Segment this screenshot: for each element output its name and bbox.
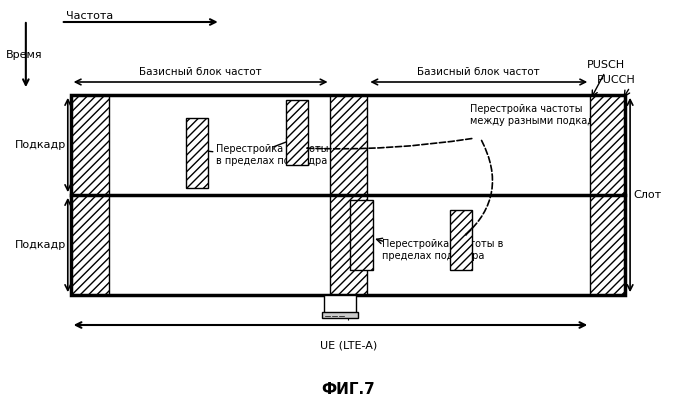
Bar [285, 100, 309, 165]
FancyArrowPatch shape [466, 140, 493, 235]
Text: Перестройка частоты
в пределах подкадра: Перестройка частоты в пределах подкадра [216, 144, 328, 166]
Bar [350, 200, 373, 270]
Text: Подкадр: Подкадр [15, 140, 66, 150]
Text: Время: Время [6, 50, 43, 60]
Text: Слот: Слот [633, 190, 661, 200]
Bar [322, 312, 359, 318]
Text: Базисный блок частот: Базисный блок частот [417, 67, 540, 77]
Text: Подкадр: Подкадр [15, 240, 66, 250]
Text: Базисный блок частот: Базисный блок частот [140, 67, 262, 77]
Bar [186, 118, 207, 188]
Bar [325, 295, 357, 313]
Bar [330, 95, 367, 295]
Bar [70, 95, 109, 295]
Text: ФИГ.7: ФИГ.7 [322, 383, 376, 397]
Text: Частота: Частота [66, 11, 113, 21]
FancyArrowPatch shape [307, 138, 473, 149]
Text: Перестройка частоты
между разными подкадрами: Перестройка частоты между разными подкад… [470, 104, 621, 126]
Text: UE (LTE-A): UE (LTE-A) [320, 340, 377, 350]
Bar [70, 95, 625, 295]
Text: PUSCH: PUSCH [587, 60, 625, 70]
Bar [590, 95, 625, 295]
Text: PUCCH: PUCCH [597, 75, 636, 85]
Text: Перестройка частоты в
пределах подкадра: Перестройка частоты в пределах подкадра [383, 239, 504, 261]
Bar [450, 210, 473, 270]
